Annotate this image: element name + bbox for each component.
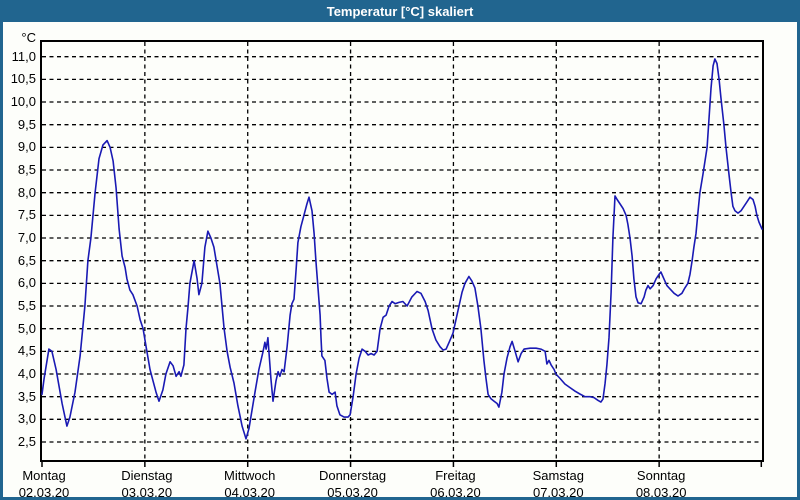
y-tick-label: 10,5: [10, 71, 36, 87]
x-day-label: Montag 02.03.20: [3, 467, 96, 500]
temperature-line-chart: [41, 42, 763, 467]
x-day-name: Samstag: [532, 468, 584, 483]
x-day-name: Mittwoch: [224, 468, 276, 483]
x-day-label: Samstag 07.03.20: [506, 467, 610, 500]
y-tick-label: 9,0: [17, 139, 36, 155]
y-tick-label: 10,0: [10, 94, 36, 110]
x-day-name: Freitag: [435, 468, 476, 483]
x-day-date: 03.03.20: [121, 485, 173, 500]
temperature-series-line: [41, 58, 763, 440]
x-day-name: Dienstag: [121, 468, 173, 483]
y-tick-label: 3,0: [17, 411, 36, 427]
x-day-label: Dienstag 03.03.20: [95, 467, 199, 500]
y-tick-label: 6,0: [17, 275, 36, 291]
y-tick-label: 2,5: [17, 434, 36, 449]
y-tick-label: 7,0: [17, 230, 36, 246]
y-tick-label: 11,0: [11, 48, 36, 64]
y-tick-label: 4,0: [17, 366, 36, 381]
plot-area: [40, 40, 764, 467]
x-day-name: Sonntag: [636, 468, 686, 483]
y-tick-label: 8,5: [17, 162, 36, 178]
window-title-bar[interactable]: Temperatur [°C] skaliert: [3, 0, 797, 22]
y-tick-label: 6,5: [17, 252, 36, 268]
x-day-date: 04.03.20: [224, 485, 275, 500]
y-tick-label: 9,5: [17, 116, 36, 132]
y-tick-label: 5,0: [17, 320, 36, 336]
x-day-name: Donnerstag: [318, 468, 387, 483]
y-tick-label: 5,5: [17, 298, 36, 313]
y-tick-label: 8,0: [17, 184, 36, 200]
x-day-label: Freitag 06.03.20: [403, 467, 507, 500]
x-day-label: Donnerstag 05.03.20: [301, 467, 405, 500]
x-day-date: 07.03.20: [532, 485, 584, 500]
y-tick-label: 3,5: [17, 388, 36, 404]
x-day-date: 05.03.20: [327, 485, 378, 500]
y-tick-label: 7,5: [17, 207, 36, 223]
x-day-date: 08.03.20: [635, 485, 687, 500]
x-day-label: Mittwoch 04.03.20: [198, 467, 302, 500]
x-day-date: 06.03.20: [430, 485, 481, 500]
x-day-label: Sonntag 08.03.20: [609, 467, 713, 500]
x-day-date: 02.03.20: [18, 485, 70, 500]
y-axis-unit-label: °C: [21, 30, 36, 45]
x-day-name: Montag: [22, 468, 66, 483]
y-tick-label: 4,5: [17, 343, 36, 359]
window-title: Temperatur [°C] skaliert: [326, 3, 474, 19]
